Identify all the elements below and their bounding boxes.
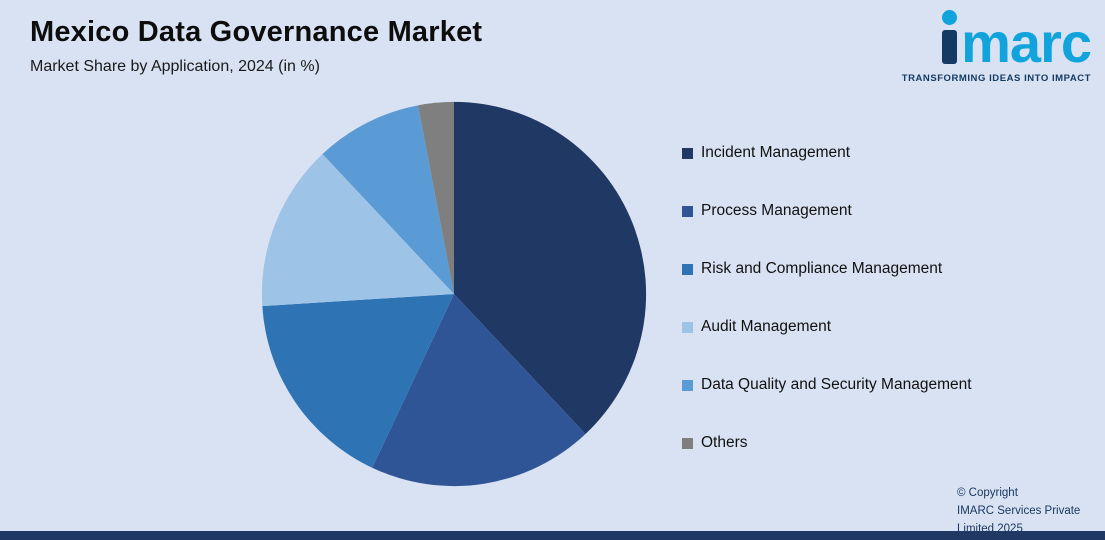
legend-item-process-management: Process Management [682, 202, 972, 220]
legend-label: Audit Management [701, 318, 832, 335]
pie-slice-risk-and-compliance-management [262, 294, 454, 468]
pie-slice-data-quality-and-security-management [322, 105, 454, 294]
imarc-logo-text: marc [961, 11, 1092, 74]
legend-color-swatch [682, 263, 693, 275]
imarc-logo: marc TRANSFORMING IDEAS INTO IMPACT [901, 10, 1092, 84]
legend-label: Incident Management [701, 144, 851, 161]
imarc-logo-tagline: TRANSFORMING IDEAS INTO IMPACT [901, 73, 1091, 84]
pie-chart-container [258, 98, 650, 490]
header: Mexico Data Governance Market Market Sha… [30, 16, 482, 76]
legend-item-incident-management: Incident Management [682, 144, 972, 162]
legend-label: Risk and Compliance Management [701, 260, 943, 277]
legend-item-risk-and-compliance-management: Risk and Compliance Management [682, 260, 972, 278]
legend-label: Process Management [701, 202, 852, 219]
page-subtitle: Market Share by Application, 2024 (in %) [30, 58, 320, 75]
legend-item-data-quality-and-security-management: Data Quality and Security Management [682, 376, 972, 394]
pie-slice-process-management [372, 294, 586, 487]
bottom-accent-bar [0, 531, 1105, 540]
copyright-line-1: © Copyright [957, 487, 1018, 499]
legend-color-swatch [682, 379, 693, 391]
page-title: Mexico Data Governance Market [30, 16, 483, 48]
imarc-logo-i-stem [942, 30, 958, 64]
pie-chart [261, 101, 647, 487]
legend-color-swatch [682, 321, 693, 333]
pie-slice-incident-management [454, 101, 647, 435]
legend-color-swatch [682, 147, 693, 159]
pie-slice-audit-management [261, 153, 454, 307]
imarc-logo-i-dot [942, 10, 958, 25]
pie-slice-others [418, 101, 454, 294]
legend-item-audit-management: Audit Management [682, 318, 972, 336]
legend: Incident Management Process Management R… [682, 144, 972, 452]
imarc-logo-wordmark: marc [942, 10, 1092, 74]
legend-color-swatch [682, 437, 693, 449]
imarc-logo-i-glyph [942, 10, 958, 71]
legend-label: Others [701, 434, 748, 451]
legend-item-others: Others [682, 434, 972, 452]
legend-color-swatch [682, 205, 693, 217]
legend-label: Data Quality and Security Management [701, 376, 972, 393]
